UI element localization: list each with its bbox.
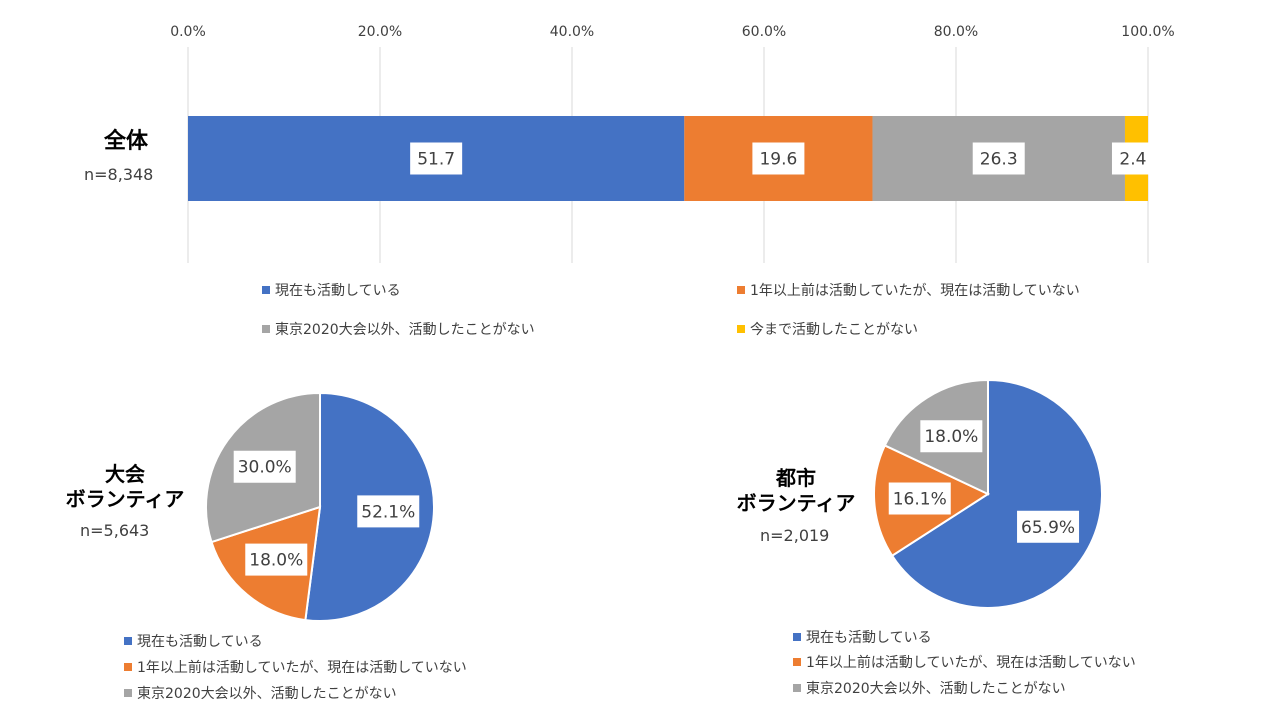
legend-label: 東京2020大会以外、活動したことがない (806, 681, 1066, 697)
bar-data-label-box (972, 142, 1025, 175)
pie-city-data-label-box (920, 420, 983, 453)
bar-data-label: 26.3 (980, 150, 1018, 170)
legend-label: 現在も活動している (275, 283, 401, 299)
legend-swatch-past (124, 663, 132, 671)
pie-city-data-label: 18.0% (924, 427, 978, 447)
bar-legend-item-current: 現在も活動している (262, 280, 401, 300)
pie-city-label-line2: ボランティア (736, 491, 856, 515)
pie-tournament-legend-current: 現在も活動している (124, 631, 263, 651)
bar-legend-item-never: 今まで活動したことがない (737, 319, 918, 339)
legend-label: 1年以上前は活動していたが、現在は活動していない (137, 660, 467, 676)
legend-label: 現在も活動している (806, 630, 932, 646)
legend-swatch-current (793, 633, 801, 641)
legend-swatch-current (124, 637, 132, 645)
legend-swatch-other-only (124, 689, 132, 697)
x-tick-label: 100.0% (1121, 24, 1174, 40)
pie-city-data-label-box (888, 482, 951, 515)
legend-label: 現在も活動している (137, 634, 263, 650)
pie-city-legend-past: 1年以上前は活動していたが、現在は活動していない (793, 652, 1136, 672)
bar-data-label-box (1111, 142, 1154, 175)
legend-label: 東京2020大会以外、活動したことがない (275, 322, 535, 338)
pie-tournament-data-label: 18.0% (249, 551, 303, 571)
legend-label: 1年以上前は活動していたが、現在は活動していない (750, 283, 1080, 299)
pie-city-legend-other-only: 東京2020大会以外、活動したことがない (793, 678, 1066, 698)
bar-data-label: 19.6 (759, 150, 797, 170)
legend-swatch-current (262, 286, 270, 294)
pie-tournament-label: 大会 ボランティア (50, 462, 200, 512)
bar-sample-size: n=8,348 (84, 165, 154, 184)
pie-city-slice (890, 378, 1103, 609)
pie-city-label: 都市 ボランティア (721, 466, 871, 516)
legend-label: 今まで活動したことがない (750, 322, 918, 338)
legend-swatch-never (737, 325, 745, 333)
bar-legend-item-past: 1年以上前は活動していたが、現在は活動していない (737, 280, 1080, 300)
bar-legend-item-other-only: 東京2020大会以外、活動したことがない (262, 319, 535, 339)
pie-city-legend-current: 現在も活動している (793, 627, 932, 647)
x-tick-label: 40.0% (550, 24, 594, 40)
legend-swatch-past (737, 286, 745, 294)
pie-tournament-legend-other-only: 東京2020大会以外、活動したことがない (124, 683, 397, 703)
bar-group-label: 全体 (103, 129, 148, 154)
x-tick-label: 20.0% (358, 24, 402, 40)
x-tick-label: 0.0% (170, 24, 206, 40)
pie-city-data-label: 16.1% (893, 490, 947, 510)
pie-tournament-data-label: 30.0% (238, 458, 292, 478)
bar-data-label-box (752, 142, 805, 175)
pie-tournament-legend-past: 1年以上前は活動していたが、現在は活動していない (124, 657, 467, 677)
legend-label: 1年以上前は活動していたが、現在は活動していない (806, 655, 1136, 671)
x-tick-label: 80.0% (934, 24, 978, 40)
pie-tournament-data-label: 52.1% (361, 502, 415, 522)
pie-tournament-data-label-box (245, 543, 308, 576)
bar-data-label: 2.4 (1119, 150, 1146, 170)
bar-data-label: 51.7 (417, 150, 455, 170)
pie-city-data-label: 65.9% (1021, 518, 1075, 538)
pie-tournament-label-line1: 大会 (105, 462, 145, 486)
legend-label: 東京2020大会以外、活動したことがない (137, 686, 397, 702)
bar-data-label-box (410, 142, 463, 175)
pie-tournament-data-label-box (357, 495, 420, 528)
pie-city-label-line1: 都市 (776, 466, 816, 490)
legend-swatch-past (793, 658, 801, 666)
pie-tournament-data-label-box (233, 450, 296, 483)
pie-tournament-label-line2: ボランティア (65, 487, 185, 511)
x-tick-label: 60.0% (742, 24, 786, 40)
pie-tournament-sample-size: n=5,643 (80, 521, 150, 540)
legend-swatch-other-only (793, 684, 801, 692)
pie-city-data-label-box (1017, 510, 1080, 543)
legend-swatch-other-only (262, 325, 270, 333)
pie-city-sample-size: n=2,019 (760, 526, 830, 545)
